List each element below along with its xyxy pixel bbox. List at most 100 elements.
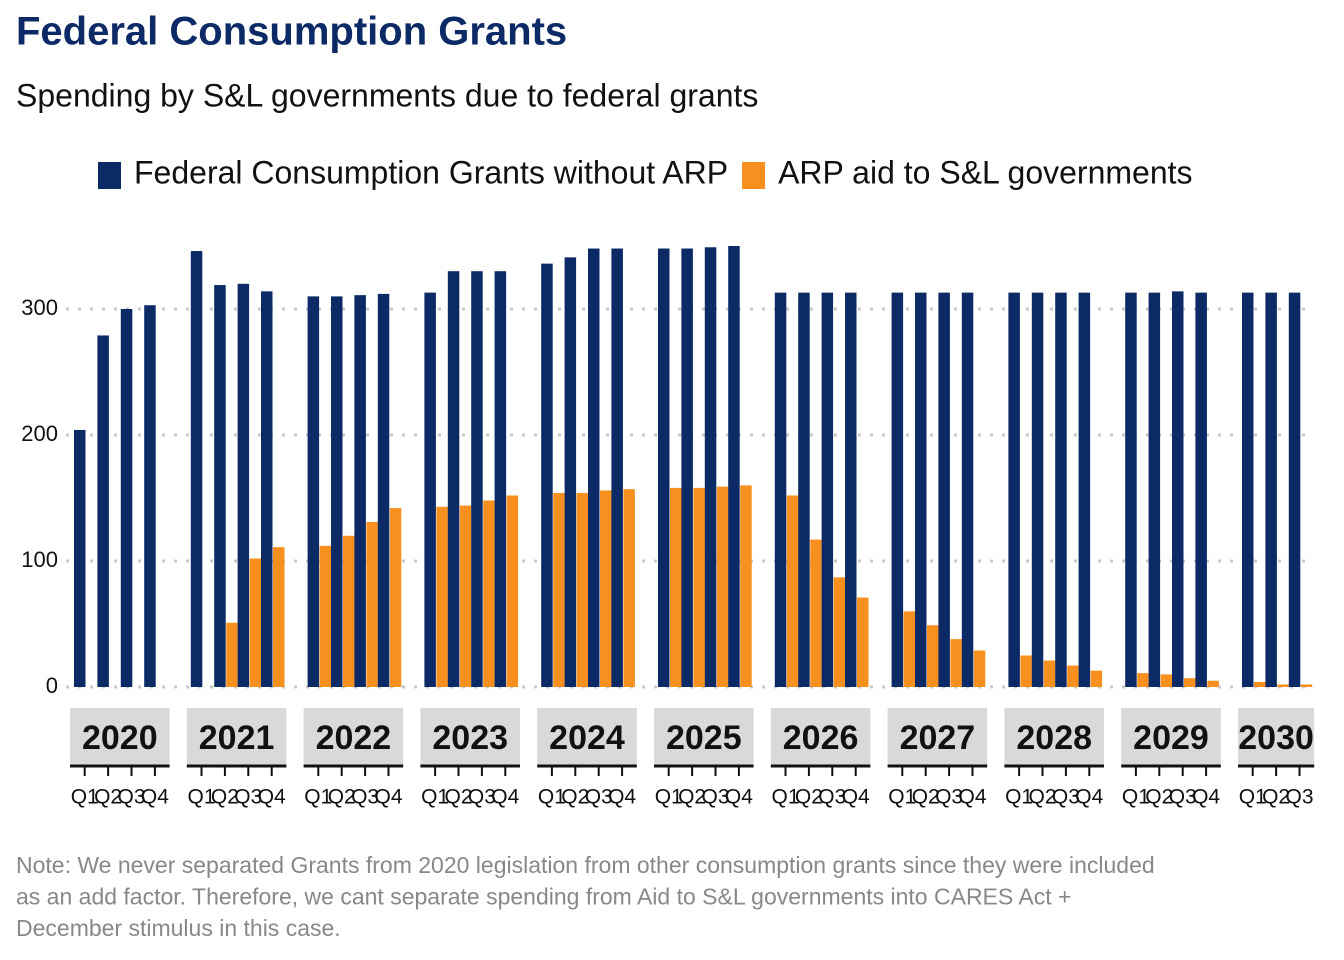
bar <box>728 246 740 687</box>
x-tick-label: Q4 <box>141 786 169 809</box>
bar <box>798 292 810 687</box>
bar <box>1207 680 1219 687</box>
x-tick-label: Q2 <box>795 786 823 809</box>
x-tick-label: Q2 <box>444 786 472 809</box>
bar <box>541 263 553 687</box>
x-tick-label: Q4 <box>491 786 519 809</box>
x-tick-label: Q1 <box>421 786 449 809</box>
x-tick-label: Q4 <box>374 786 402 809</box>
bar <box>740 485 752 687</box>
y-tick-label: 100 <box>21 547 58 572</box>
x-tick-label: Q2 <box>1028 786 1056 809</box>
x-tick-label: Q1 <box>187 786 215 809</box>
bar <box>553 492 565 687</box>
x-tick-label: Q1 <box>1239 786 1267 809</box>
bar <box>1055 292 1067 687</box>
y-tick-label: 300 <box>21 295 58 320</box>
bar <box>273 547 285 687</box>
note: December stimulus in this case. <box>16 915 341 941</box>
year-label: 2025 <box>666 719 742 757</box>
bar <box>774 292 787 687</box>
bar <box>307 296 320 687</box>
x-tick-label: Q3 <box>1052 786 1080 809</box>
year-box <box>537 708 637 765</box>
bar <box>1172 291 1184 687</box>
bar <box>1160 674 1173 687</box>
bar <box>915 292 927 687</box>
x-tick-label: Q4 <box>1075 786 1103 809</box>
bar <box>483 500 495 687</box>
bar <box>1020 655 1032 687</box>
x-tick-label: Q4 <box>842 786 870 809</box>
x-tick-label: Q2 <box>561 786 589 809</box>
bar <box>857 597 869 687</box>
bar <box>447 271 460 687</box>
bar <box>1300 684 1313 687</box>
bar <box>1043 660 1056 687</box>
bar <box>1288 292 1301 687</box>
bar <box>693 487 705 687</box>
bar <box>1242 292 1254 687</box>
bar <box>261 291 273 687</box>
bar <box>74 429 86 687</box>
bar <box>1078 292 1091 687</box>
bar <box>903 611 916 687</box>
legend-swatch <box>742 162 766 189</box>
year-label: 2022 <box>316 719 392 757</box>
x-tick-label: Q3 <box>351 786 379 809</box>
bar <box>891 292 904 687</box>
bar <box>319 545 332 687</box>
y-tick-label: 200 <box>21 421 58 446</box>
bar <box>343 535 355 687</box>
year-label: 2021 <box>199 719 275 757</box>
bar <box>1125 292 1137 687</box>
bar <box>821 292 834 687</box>
x-tick-label: Q1 <box>304 786 332 809</box>
bar <box>810 539 822 687</box>
bar <box>681 248 693 687</box>
x-tick-label: Q3 <box>1285 786 1313 809</box>
bar <box>471 271 483 687</box>
bar <box>833 577 846 687</box>
bar <box>226 622 238 687</box>
bar <box>377 293 390 687</box>
bar <box>716 486 729 687</box>
bar <box>564 257 577 687</box>
bar <box>1031 292 1044 687</box>
bar <box>1008 292 1020 687</box>
x-tick-label: Q4 <box>958 786 986 809</box>
bar <box>424 292 436 687</box>
bar <box>786 495 799 687</box>
x-tick-label: Q4 <box>725 786 753 809</box>
x-tick-label: Q4 <box>258 786 286 809</box>
bar <box>214 285 226 687</box>
bar <box>670 487 682 687</box>
x-tick-label: Q3 <box>585 786 613 809</box>
y-tick-label: 0 <box>46 673 58 698</box>
x-tick-label: Q2 <box>328 786 356 809</box>
x-tick-label: Q3 <box>1169 786 1197 809</box>
bar <box>459 505 472 687</box>
x-tick-label: Q1 <box>1122 786 1150 809</box>
bar <box>506 495 519 687</box>
bar <box>973 650 986 687</box>
bar <box>249 558 262 687</box>
bar <box>494 271 507 687</box>
legend-label: ARP aid to S&L governments <box>778 154 1192 190</box>
bar <box>190 251 203 688</box>
bar <box>588 248 600 687</box>
year-box <box>1004 708 1104 765</box>
year-box <box>186 708 287 765</box>
bar <box>120 309 133 687</box>
year-box <box>887 708 988 765</box>
bar <box>611 248 623 687</box>
bar <box>1137 673 1149 687</box>
year-label: 2020 <box>82 719 158 757</box>
bar <box>1277 684 1289 687</box>
year-box <box>770 708 871 765</box>
x-tick-label: Q3 <box>818 786 846 809</box>
x-tick-label: Q2 <box>1262 786 1290 809</box>
bar <box>927 625 939 687</box>
bar <box>623 489 635 687</box>
